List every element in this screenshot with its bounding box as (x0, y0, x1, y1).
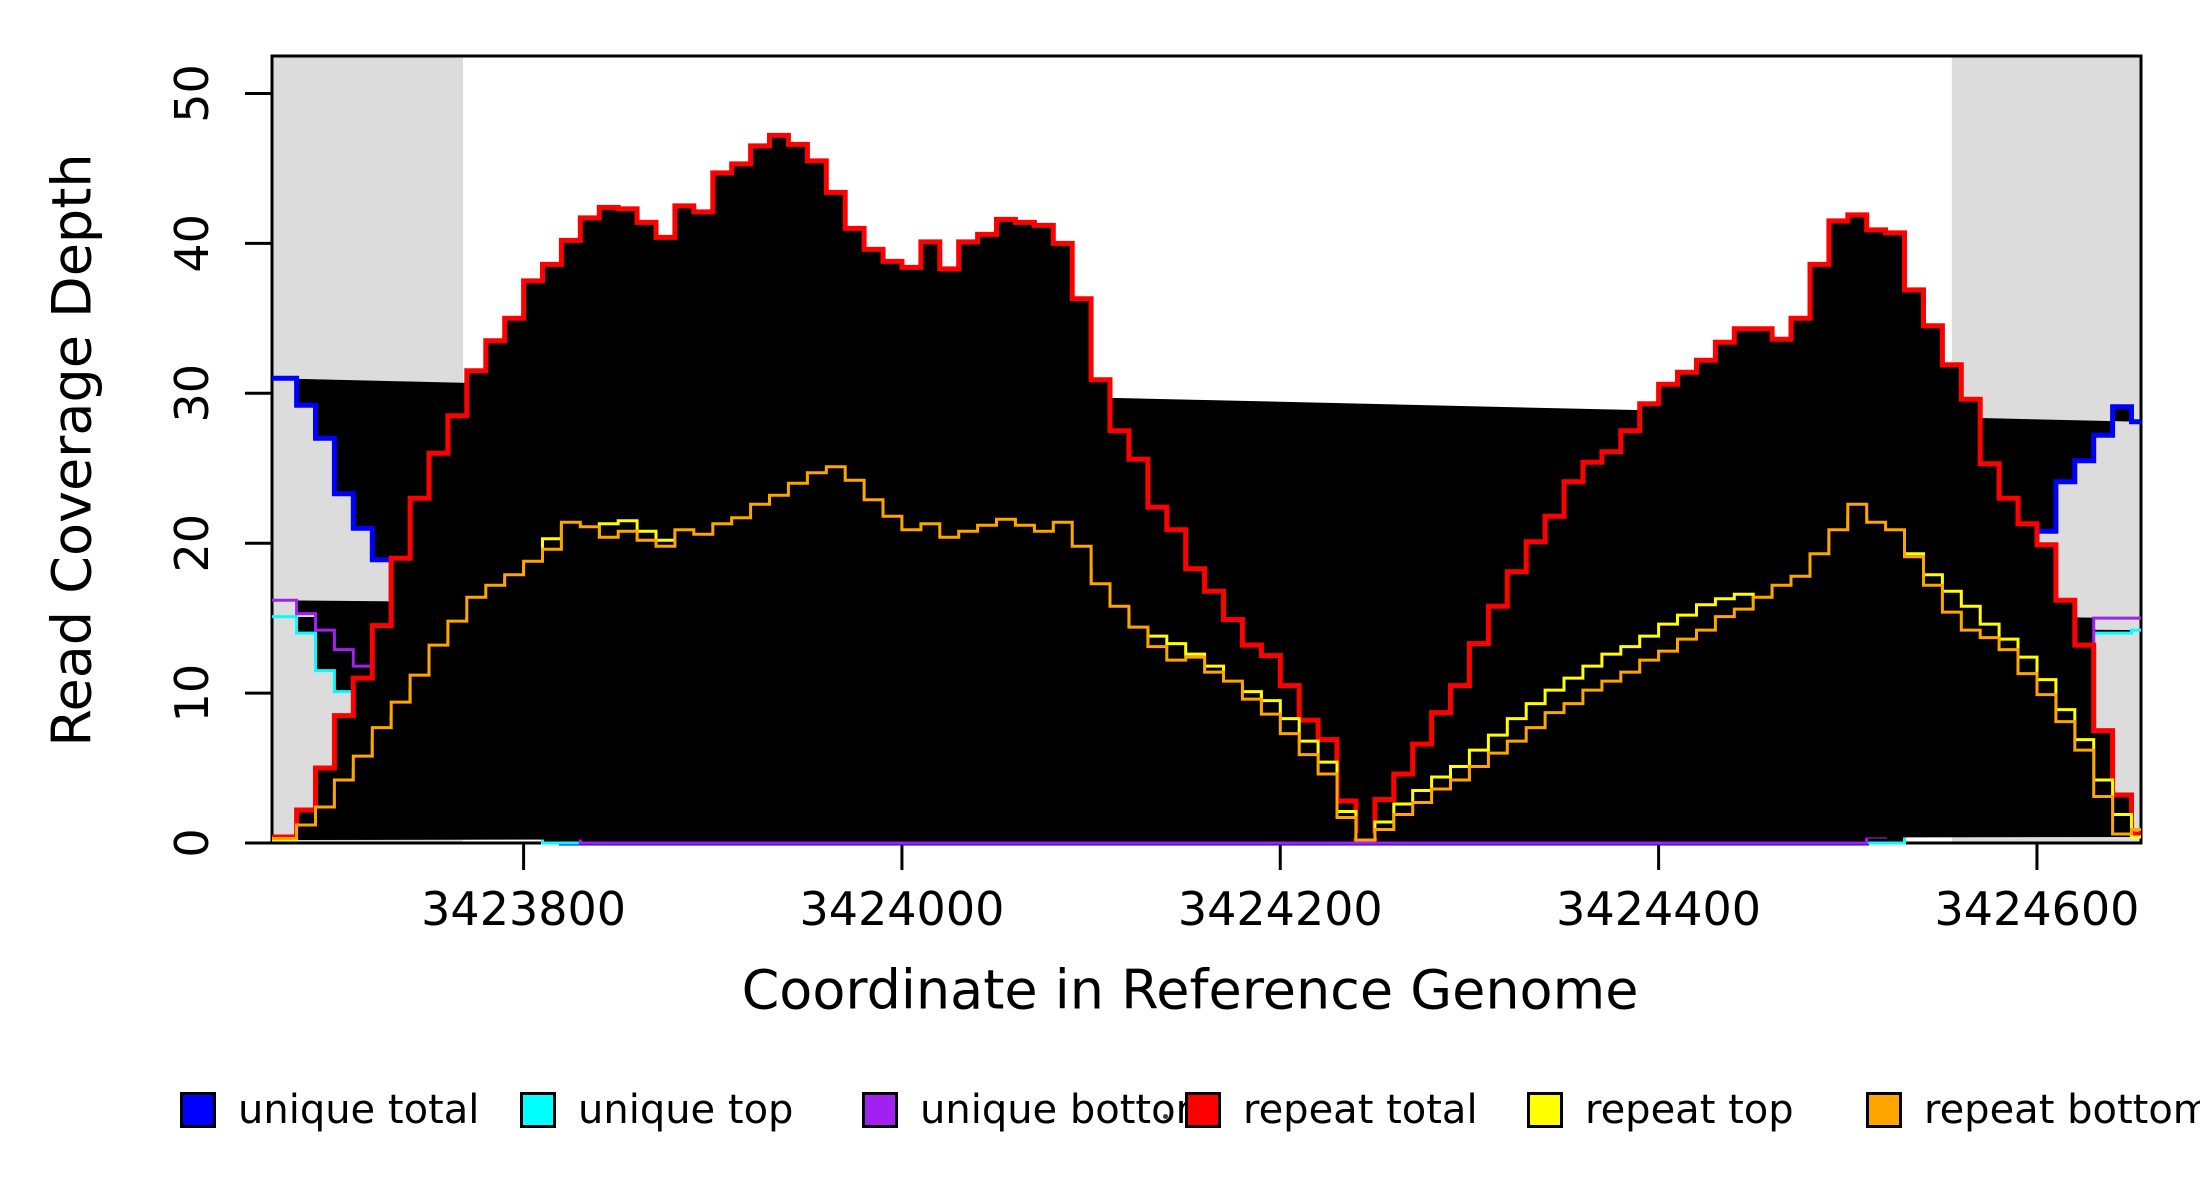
legend-label: unique total (238, 1087, 480, 1133)
legend-item-repeat-top: repeat top (1527, 1082, 1794, 1138)
x-tick-label: 3424600 (1935, 882, 2140, 936)
stray-dot-artifact (1163, 1114, 1168, 1119)
legend-item-unique-bottom: unique bottom (862, 1082, 1215, 1138)
y-tick-label: 40 (165, 214, 219, 273)
x-tick-label: 3424000 (799, 882, 1004, 936)
y-tick-label: 50 (165, 64, 219, 123)
legend-item-unique-total: unique total (180, 1082, 479, 1138)
y-tick-label: 30 (165, 364, 219, 423)
legend-label: repeat top (1585, 1087, 1794, 1133)
legend-label: unique top (578, 1087, 794, 1133)
legend-label: repeat bottom (1924, 1087, 2200, 1133)
legend-item-repeat-bottom: repeat bottom (1866, 1082, 2200, 1138)
legend-swatch-icon (1866, 1092, 1902, 1128)
legend-item-unique-top: unique top (520, 1082, 793, 1138)
legend-swatch-icon (1527, 1092, 1563, 1128)
y-axis-title: Read Coverage Depth (40, 153, 104, 747)
y-tick-label: 0 (165, 828, 219, 857)
x-tick-label: 3423800 (421, 882, 626, 936)
series-line-repeat-bottom (272, 465, 2141, 842)
y-tick-label: 20 (165, 514, 219, 573)
legend-swatch-icon (180, 1092, 216, 1128)
x-tick-label: 3424200 (1178, 882, 1383, 936)
legend: unique total unique top unique bottom repea… (0, 1082, 2200, 1142)
legend-swatch-icon (1185, 1092, 1221, 1128)
legend-swatch-icon (520, 1092, 556, 1128)
legend-swatch-icon (862, 1092, 898, 1128)
legend-label: unique bottom (920, 1087, 1215, 1133)
legend-item-repeat-total: repeat total (1185, 1082, 1478, 1138)
legend-label: repeat total (1243, 1087, 1478, 1133)
y-tick-label: 10 (165, 664, 219, 723)
x-tick-label: 3424400 (1556, 882, 1761, 936)
x-axis-title: Coordinate in Reference Genome (741, 958, 1639, 1022)
